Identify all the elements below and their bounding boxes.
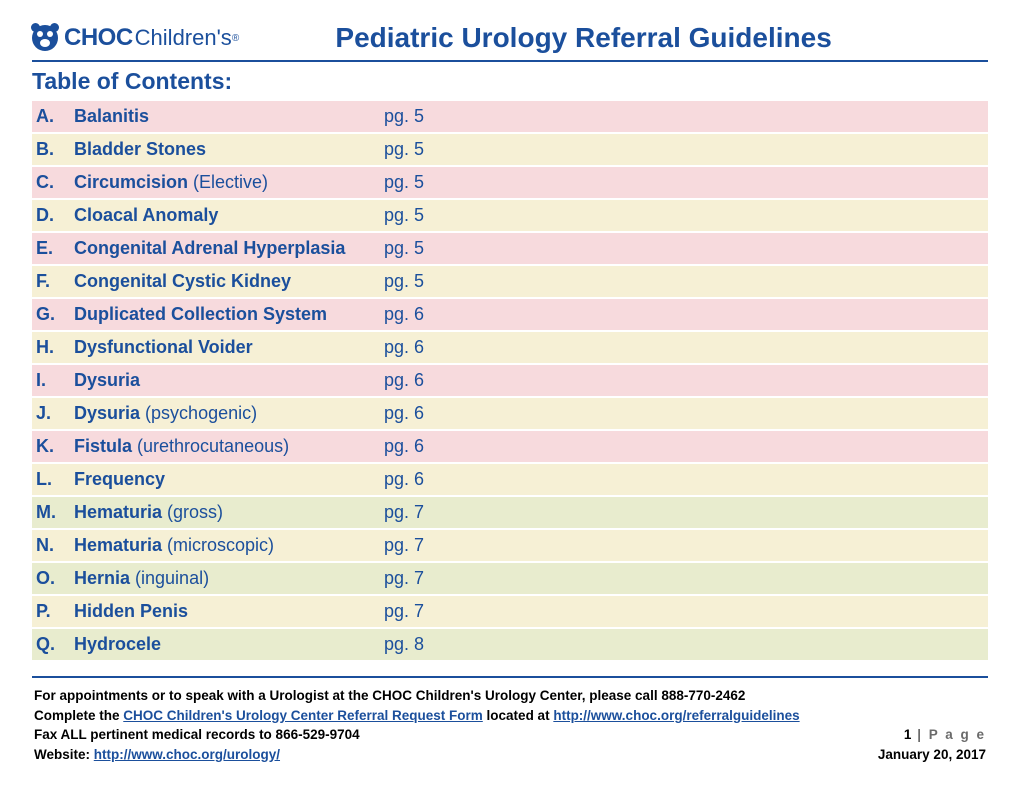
toc-letter: M. — [32, 502, 74, 523]
toc-row[interactable]: B.Bladder Stonespg. 5 — [32, 134, 988, 167]
footer-website-row: Website: http://www.choc.org/urology/ Ja… — [34, 745, 986, 765]
toc-page: pg. 5 — [384, 106, 424, 127]
toc-heading: Table of Contents: — [32, 68, 988, 95]
logo-childrens: Children's — [135, 25, 232, 51]
toc-row[interactable]: M.Hematuria (gross)pg. 7 — [32, 497, 988, 530]
toc-letter: C. — [32, 172, 74, 193]
toc-row[interactable]: O.Hernia (inguinal)pg. 7 — [32, 563, 988, 596]
toc-topic: Bladder Stones — [74, 139, 384, 160]
divider-bottom — [32, 676, 988, 678]
footer-fax: Fax ALL pertinent medical records to 866… — [34, 725, 360, 745]
toc-row[interactable]: I.Dysuriapg. 6 — [32, 365, 988, 398]
toc-page: pg. 5 — [384, 271, 424, 292]
header: CHOC Children's ® Pediatric Urology Refe… — [32, 22, 988, 54]
toc-letter: B. — [32, 139, 74, 160]
toc-topic: Congenital Cystic Kidney — [74, 271, 384, 292]
toc-letter: D. — [32, 205, 74, 226]
toc-topic: Dysuria (psychogenic) — [74, 403, 384, 424]
toc-page: pg. 6 — [384, 370, 424, 391]
toc-letter: A. — [32, 106, 74, 127]
logo-text: CHOC Children's ® — [64, 24, 239, 52]
toc-topic: Fistula (urethrocutaneous) — [74, 436, 384, 457]
referral-form-link[interactable]: CHOC Children's Urology Center Referral … — [123, 708, 483, 723]
toc-topic: Hernia (inguinal) — [74, 568, 384, 589]
toc-letter: N. — [32, 535, 74, 556]
footer: For appointments or to speak with a Urol… — [32, 686, 988, 764]
website-link[interactable]: http://www.choc.org/urology/ — [94, 747, 280, 762]
toc-row[interactable]: Q.Hydrocelepg. 8 — [32, 629, 988, 662]
toc-topic: Cloacal Anomaly — [74, 205, 384, 226]
document-title: Pediatric Urology Referral Guidelines — [239, 22, 988, 54]
toc-letter: H. — [32, 337, 74, 358]
logo-choc: CHOC — [64, 24, 133, 52]
toc-topic: Hematuria (gross) — [74, 502, 384, 523]
toc-topic: Hematuria (microscopic) — [74, 535, 384, 556]
toc-letter: F. — [32, 271, 74, 292]
toc-row[interactable]: K.Fistula (urethrocutaneous)pg. 6 — [32, 431, 988, 464]
toc-letter: P. — [32, 601, 74, 622]
toc-row[interactable]: A.Balanitispg. 5 — [32, 101, 988, 134]
toc-row[interactable]: E.Congenital Adrenal Hyperplasiapg. 5 — [32, 233, 988, 266]
toc-row[interactable]: C.Circumcision (Elective)pg. 5 — [32, 167, 988, 200]
toc-row[interactable]: D.Cloacal Anomalypg. 5 — [32, 200, 988, 233]
toc-letter: J. — [32, 403, 74, 424]
toc-page: pg. 6 — [384, 403, 424, 424]
toc-topic: Balanitis — [74, 106, 384, 127]
toc-page: pg. 7 — [384, 535, 424, 556]
toc-row[interactable]: G.Duplicated Collection Systempg. 6 — [32, 299, 988, 332]
toc-page: pg. 6 — [384, 436, 424, 457]
bear-icon — [32, 25, 58, 51]
toc-topic: Frequency — [74, 469, 384, 490]
toc-topic: Circumcision (Elective) — [74, 172, 384, 193]
toc-page: pg. 5 — [384, 205, 424, 226]
toc-letter: L. — [32, 469, 74, 490]
table-of-contents: A.Balanitispg. 5B.Bladder Stonespg. 5C.C… — [32, 101, 988, 662]
logo-registered: ® — [232, 33, 239, 44]
toc-row[interactable]: F.Congenital Cystic Kidneypg. 5 — [32, 266, 988, 299]
referral-guidelines-link[interactable]: http://www.choc.org/referralguidelines — [553, 708, 799, 723]
toc-page: pg. 5 — [384, 172, 424, 193]
toc-topic: Congenital Adrenal Hyperplasia — [74, 238, 384, 259]
toc-row[interactable]: J.Dysuria (psychogenic)pg. 6 — [32, 398, 988, 431]
toc-row[interactable]: H.Dysfunctional Voiderpg. 6 — [32, 332, 988, 365]
footer-website: Website: http://www.choc.org/urology/ — [34, 745, 280, 765]
toc-page: pg. 8 — [384, 634, 424, 655]
toc-page: pg. 6 — [384, 337, 424, 358]
toc-page: pg. 7 — [384, 568, 424, 589]
page-number: 1 | P a g e — [904, 725, 986, 745]
toc-topic: Dysuria — [74, 370, 384, 391]
toc-page: pg. 6 — [384, 304, 424, 325]
toc-topic: Hidden Penis — [74, 601, 384, 622]
toc-topic: Duplicated Collection System — [74, 304, 384, 325]
toc-letter: E. — [32, 238, 74, 259]
toc-letter: O. — [32, 568, 74, 589]
toc-page: pg. 7 — [384, 601, 424, 622]
toc-page: pg. 5 — [384, 238, 424, 259]
toc-letter: G. — [32, 304, 74, 325]
toc-letter: K. — [32, 436, 74, 457]
divider-top — [32, 60, 988, 62]
toc-letter: I. — [32, 370, 74, 391]
footer-appointments: For appointments or to speak with a Urol… — [34, 686, 986, 706]
toc-page: pg. 5 — [384, 139, 424, 160]
toc-topic: Dysfunctional Voider — [74, 337, 384, 358]
toc-topic: Hydrocele — [74, 634, 384, 655]
choc-logo: CHOC Children's ® — [32, 24, 239, 52]
toc-row[interactable]: P.Hidden Penispg. 7 — [32, 596, 988, 629]
toc-letter: Q. — [32, 634, 74, 655]
toc-row[interactable]: L.Frequencypg. 6 — [32, 464, 988, 497]
toc-row[interactable]: N.Hematuria (microscopic)pg. 7 — [32, 530, 988, 563]
toc-page: pg. 6 — [384, 469, 424, 490]
toc-page: pg. 7 — [384, 502, 424, 523]
footer-complete-form: Complete the CHOC Children's Urology Cen… — [34, 706, 986, 726]
footer-fax-row: Fax ALL pertinent medical records to 866… — [34, 725, 986, 745]
footer-date: January 20, 2017 — [878, 745, 986, 765]
